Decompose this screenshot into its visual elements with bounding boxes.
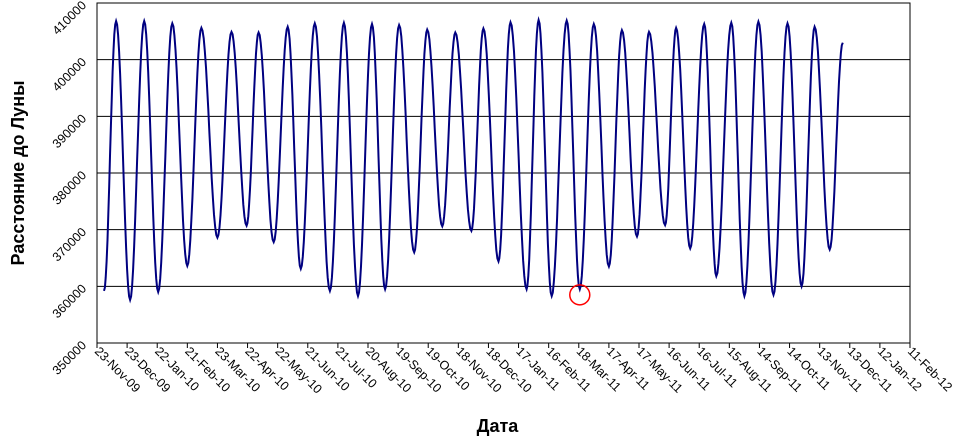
distance-series-line <box>103 16 844 304</box>
y-tick-label: 390000 <box>50 112 89 151</box>
plot-area-border <box>96 2 911 344</box>
perigee-highlight-circle <box>569 284 591 306</box>
y-tick-label: 360000 <box>50 282 89 321</box>
y-tick-label: 370000 <box>50 225 89 264</box>
y-axis-title: Расстояние до Луны <box>8 81 28 266</box>
x-axis: 23-Nov-0923-Dec-0922-Jan-1021-Feb-1023-M… <box>92 343 955 396</box>
x-axis-title: Дата <box>477 416 520 436</box>
y-tick-label: 400000 <box>50 55 89 94</box>
y-tick-label: 410000 <box>50 0 89 38</box>
y-axis: 350000 360000 370000 380000 390000 400000 4100… <box>50 0 89 378</box>
y-tick-label: 380000 <box>50 168 89 207</box>
y-tick-label: 350000 <box>50 338 89 377</box>
